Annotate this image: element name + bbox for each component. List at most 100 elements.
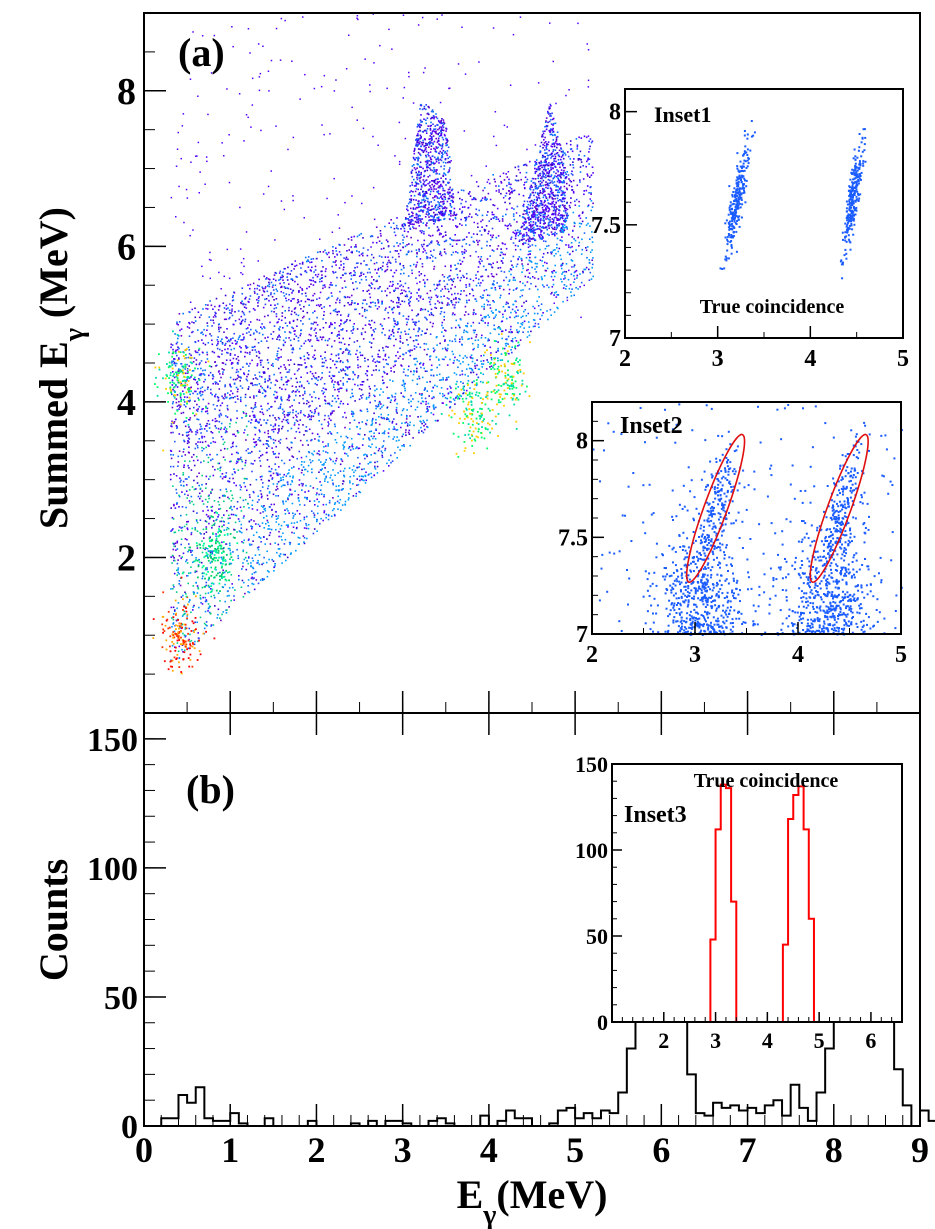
density-point — [264, 509, 267, 512]
density-point — [284, 267, 286, 270]
density-point — [186, 379, 188, 381]
density-point — [486, 304, 489, 306]
density-point — [249, 496, 251, 498]
density-point — [556, 169, 558, 171]
density-point — [517, 315, 519, 317]
density-point — [342, 274, 344, 276]
density-point — [178, 529, 180, 532]
density-point — [360, 410, 363, 412]
density-point — [302, 424, 304, 426]
density-point — [193, 560, 195, 563]
density-point — [248, 324, 250, 326]
density-point — [427, 214, 429, 216]
density-point — [255, 531, 258, 534]
density-point — [395, 269, 398, 272]
density-point — [195, 409, 198, 411]
density-point — [474, 298, 476, 300]
density-point — [553, 226, 556, 229]
density-point — [515, 265, 518, 268]
density-point — [392, 301, 394, 303]
density-point — [454, 234, 456, 236]
density-point — [426, 370, 428, 373]
density-point — [415, 227, 417, 230]
density-point — [236, 395, 239, 397]
density-point — [371, 374, 373, 376]
density-point — [465, 224, 467, 226]
density-point — [260, 326, 262, 328]
density-point — [457, 276, 459, 279]
density-point — [281, 399, 283, 402]
density-point — [523, 233, 525, 236]
density-point — [279, 405, 282, 408]
density-point — [371, 420, 373, 422]
density-point — [335, 301, 337, 304]
density-point — [304, 362, 306, 364]
density-point — [316, 384, 318, 386]
density-point — [277, 407, 280, 410]
density-point — [261, 408, 263, 410]
density-point — [190, 551, 192, 553]
density-point — [205, 405, 207, 408]
density-point — [261, 387, 264, 389]
density-point — [197, 397, 200, 399]
density-point — [531, 244, 534, 246]
density-point — [349, 378, 351, 380]
density-point — [234, 320, 237, 322]
density-point — [469, 213, 471, 215]
density-point — [507, 227, 509, 230]
density-point — [252, 407, 255, 410]
density-point — [342, 448, 345, 450]
density-point — [312, 323, 314, 325]
density-point — [445, 234, 447, 236]
density-point — [356, 446, 358, 448]
density-point — [313, 358, 316, 361]
density-point — [406, 425, 409, 427]
density-point — [368, 305, 371, 308]
density-point — [436, 226, 439, 228]
density-point — [227, 496, 229, 499]
density-point — [241, 568, 243, 570]
density-point — [394, 396, 396, 398]
density-point — [436, 366, 438, 369]
density-point — [303, 473, 305, 476]
density-point — [300, 410, 302, 412]
density-point — [292, 320, 295, 322]
density-point — [195, 559, 197, 561]
density-point — [199, 487, 202, 490]
density-point — [235, 386, 238, 389]
density-point — [386, 287, 389, 290]
density-point — [340, 400, 342, 403]
density-point — [420, 402, 422, 405]
density-point — [288, 371, 290, 373]
density-point — [411, 318, 414, 321]
density-point — [205, 600, 208, 603]
density-point — [299, 334, 301, 337]
density-point — [309, 269, 312, 271]
density-point — [184, 425, 187, 428]
density-point — [578, 205, 581, 207]
density-point — [483, 289, 486, 292]
density-point — [222, 456, 225, 458]
density-point — [310, 365, 312, 367]
density-point — [343, 474, 345, 477]
density-point — [206, 388, 209, 390]
density-point — [275, 419, 277, 421]
density-point — [312, 487, 315, 489]
density-point — [592, 202, 594, 205]
density-point — [207, 461, 210, 464]
density-point — [221, 353, 223, 355]
density-point — [578, 154, 580, 156]
density-point — [199, 594, 202, 597]
density-point — [563, 274, 566, 277]
density-point — [279, 442, 281, 444]
density-point — [212, 319, 214, 322]
density-point — [528, 326, 531, 328]
density-point — [210, 431, 212, 433]
density-point — [233, 433, 235, 436]
density-point — [442, 395, 444, 398]
density-point — [564, 217, 567, 220]
density-point — [440, 295, 442, 298]
density-point — [459, 270, 461, 272]
density-point — [435, 307, 438, 309]
density-point — [490, 352, 492, 354]
